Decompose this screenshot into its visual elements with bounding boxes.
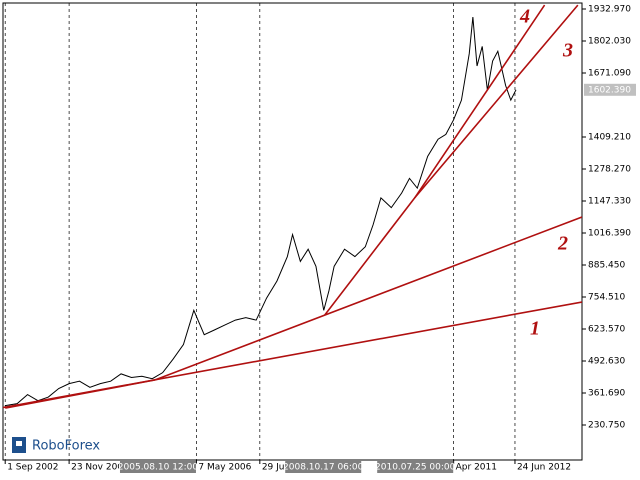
y-tick-label: 754.510 bbox=[588, 292, 625, 302]
price-tag-label: 1602.390 bbox=[588, 85, 631, 95]
logo: RoboForex bbox=[12, 437, 100, 454]
y-tick-label: 1409.210 bbox=[588, 132, 631, 142]
plot bbox=[3, 3, 582, 460]
trendline-label: 4 bbox=[519, 6, 530, 28]
x-tick-label: 23 Nov 2003 bbox=[71, 463, 129, 473]
trendline-label: 1 bbox=[530, 318, 540, 340]
y-tick-label: 885.450 bbox=[588, 260, 625, 270]
x-tick-label: Apr 2011 bbox=[456, 463, 497, 473]
y-tick-label: 1802.030 bbox=[588, 36, 631, 46]
marker-box bbox=[119, 461, 196, 473]
marker-box bbox=[285, 461, 362, 473]
x-tick-label: 24 Jun 2012 bbox=[517, 463, 571, 473]
price-line bbox=[5, 17, 517, 407]
marker-label: 2005.08.10 12:00 bbox=[118, 463, 199, 473]
y-tick-label: 492.630 bbox=[588, 356, 625, 366]
marker-label: 2008.10.17 06:00 bbox=[283, 463, 364, 473]
x-tick-label: 7 May 2006 bbox=[198, 463, 251, 473]
trendline-label: 2 bbox=[557, 233, 568, 255]
trendline-label: 3 bbox=[562, 40, 573, 62]
y-tick-label: 230.750 bbox=[588, 420, 625, 430]
y-tick-label: 1016.390 bbox=[588, 228, 631, 238]
y-tick-label: 623.570 bbox=[588, 324, 625, 334]
y-tick-label: 1932.970 bbox=[588, 5, 631, 15]
marker-box bbox=[377, 461, 454, 473]
trendline bbox=[414, 4, 546, 199]
y-tick-label: 361.690 bbox=[588, 388, 625, 398]
price-tag bbox=[584, 83, 636, 96]
y-tick-label: 1278.270 bbox=[588, 164, 631, 174]
marker-label: 2010.07.25 00:00 bbox=[375, 463, 456, 473]
logo-icon-inner bbox=[16, 441, 22, 446]
y-tick-label: 1147.330 bbox=[588, 196, 631, 206]
x-tick-label: 1 Sep 2002 bbox=[7, 463, 58, 473]
brand: RoboForex bbox=[32, 439, 100, 454]
trendline bbox=[5, 216, 582, 409]
y-tick-label: 1671.090 bbox=[588, 68, 631, 78]
